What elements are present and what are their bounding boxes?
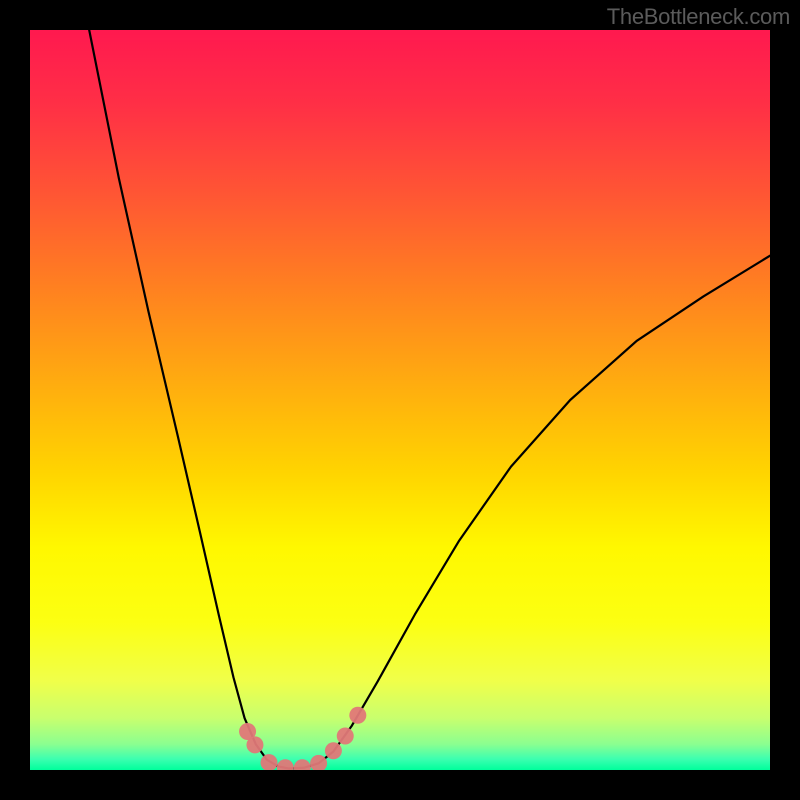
marker-point	[337, 727, 354, 744]
plot-svg	[30, 30, 770, 770]
marker-point	[246, 736, 263, 753]
chart-viewport: TheBottleneck.com	[0, 0, 800, 800]
marker-point	[349, 707, 366, 724]
gradient-background	[30, 30, 770, 770]
plot-area	[30, 30, 770, 770]
attribution-text: TheBottleneck.com	[607, 4, 790, 30]
marker-point	[325, 742, 342, 759]
